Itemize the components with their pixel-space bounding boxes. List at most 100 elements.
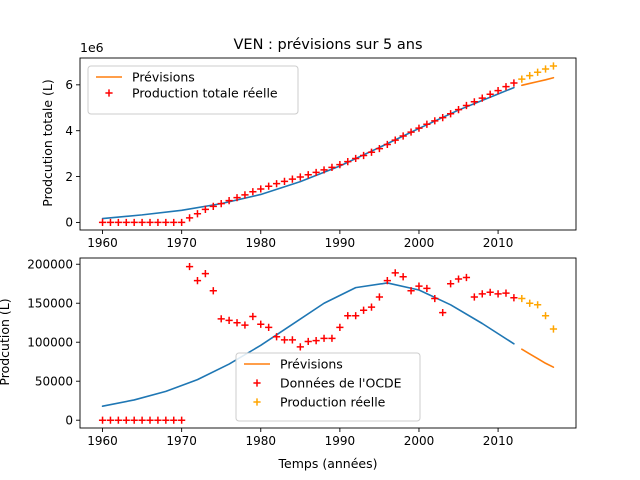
observed-point xyxy=(114,416,122,424)
observed-point xyxy=(407,287,415,295)
legend-plus-marker xyxy=(253,398,261,406)
y-tick-label: 4 xyxy=(65,124,73,138)
observed-point xyxy=(415,124,423,132)
observed-point xyxy=(249,188,257,196)
observed-point xyxy=(138,416,146,424)
observed-point xyxy=(280,177,289,185)
top-y-axis-label: Prodcution totale (L) xyxy=(40,79,55,206)
x-tick-label: 1970 xyxy=(166,434,197,448)
future-point xyxy=(526,72,534,80)
observed-point xyxy=(367,303,376,311)
observed-point xyxy=(312,337,320,345)
observed-point xyxy=(225,197,233,205)
observed-point xyxy=(454,275,463,283)
observed-point xyxy=(249,312,257,321)
observed-point xyxy=(470,293,478,301)
future-point xyxy=(541,312,550,320)
observed-point xyxy=(375,144,384,153)
forecast-line xyxy=(521,76,555,87)
observed-point xyxy=(328,334,336,342)
observed-point xyxy=(447,280,455,288)
legend-box xyxy=(235,352,421,422)
observed-point xyxy=(288,175,297,183)
observed-point xyxy=(407,128,415,136)
legend-label: Prévisions xyxy=(280,357,343,372)
y-tick-label: 50000 xyxy=(35,375,73,389)
legend-label: Production totale réelle xyxy=(132,86,278,101)
observed-point xyxy=(241,321,249,329)
legend-plus-marker xyxy=(105,89,113,97)
bottom-axes: 1960 1970 1980 1990 2000 2010 0 50000 100000 1500… xyxy=(27,258,577,448)
legend-label: Données de l'OCDE xyxy=(280,376,402,391)
future-point xyxy=(549,325,558,333)
future-point xyxy=(549,62,558,70)
observed-point xyxy=(439,308,447,317)
observed-point xyxy=(510,79,518,87)
x-tick-label: 1980 xyxy=(245,236,276,250)
observed-point xyxy=(391,136,399,144)
observed-point xyxy=(201,205,209,213)
observed-point xyxy=(336,161,344,169)
observed-point xyxy=(391,269,399,277)
observed-point xyxy=(423,120,431,128)
observed-point xyxy=(146,218,154,227)
observed-point xyxy=(462,273,471,282)
observed-point xyxy=(178,416,186,424)
observed-point xyxy=(304,171,312,179)
future-point xyxy=(518,294,526,303)
observed-point xyxy=(106,218,115,227)
observed-point xyxy=(272,180,281,188)
observed-point xyxy=(170,416,178,424)
observed-point xyxy=(439,114,447,122)
x-axis-label: Temps (années) xyxy=(278,456,378,471)
plot-area xyxy=(98,62,558,227)
observed-point xyxy=(486,288,494,296)
observed-point xyxy=(470,98,478,106)
observed-point xyxy=(288,336,297,344)
top-offset-text: 1e6 xyxy=(80,40,104,55)
observed-point xyxy=(185,214,194,222)
observed-point xyxy=(280,336,289,344)
x-tick-label: 2000 xyxy=(404,434,435,448)
future-point xyxy=(526,299,534,307)
observed-point xyxy=(375,293,384,301)
observed-point xyxy=(502,83,510,91)
observed-point xyxy=(146,416,154,424)
observed-point xyxy=(383,140,391,149)
observed-point xyxy=(359,306,368,314)
y-tick-label: 6 xyxy=(65,78,73,92)
observed-point xyxy=(241,191,249,199)
observed-point xyxy=(122,218,130,227)
observed-point xyxy=(272,333,281,341)
observed-point xyxy=(399,132,407,140)
observed-point xyxy=(296,343,304,351)
observed-point xyxy=(431,294,439,303)
future-point xyxy=(541,65,550,73)
observed-point xyxy=(130,416,138,424)
legend-plus-marker xyxy=(253,379,261,387)
x-tick-label: 1970 xyxy=(166,236,197,250)
observed-point xyxy=(359,151,368,160)
observed-point xyxy=(265,323,273,332)
observed-point xyxy=(502,289,510,297)
observed-point xyxy=(106,416,115,424)
x-tick-label: 1960 xyxy=(87,434,118,448)
observed-point xyxy=(447,110,455,118)
future-point xyxy=(534,68,542,76)
observed-point xyxy=(304,337,312,346)
observed-point xyxy=(217,200,225,208)
x-tick-label: 1980 xyxy=(245,434,276,448)
observed-point xyxy=(296,173,304,181)
observed-point xyxy=(257,185,265,193)
observed-point xyxy=(122,416,130,424)
y-tick-label: 200000 xyxy=(27,258,73,272)
observed-point xyxy=(114,218,122,227)
chart-title: VEN : prévisions sur 5 ans xyxy=(234,37,423,53)
legend-box xyxy=(87,65,299,115)
future-point xyxy=(518,75,526,83)
x-tick-label: 2000 xyxy=(404,236,435,250)
observed-point xyxy=(209,287,217,295)
observed-point xyxy=(486,90,494,98)
